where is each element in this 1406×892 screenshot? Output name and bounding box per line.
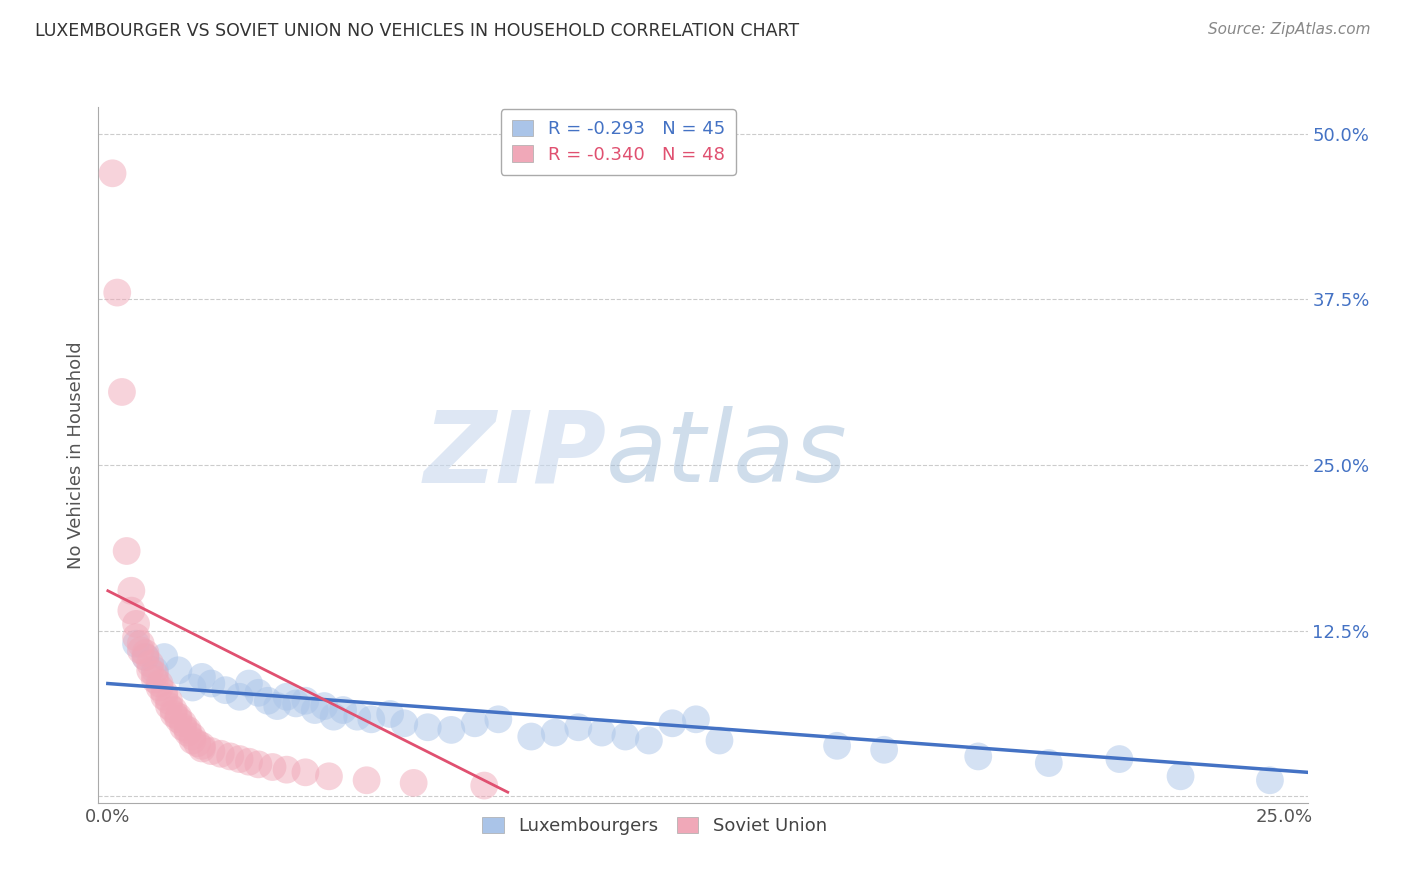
Point: [200, 744, 222, 758]
Point: [591, 725, 613, 739]
Text: LUXEMBOURGER VS SOVIET UNION NO VEHICLES IN HOUSEHOLD CORRELATION CHART: LUXEMBOURGER VS SOVIET UNION NO VEHICLES…: [35, 22, 799, 40]
Point: [177, 723, 200, 737]
Point: [416, 720, 439, 734]
Point: [167, 663, 190, 677]
Point: [186, 736, 208, 750]
Point: [129, 637, 152, 651]
Point: [440, 723, 463, 737]
Point: [153, 686, 176, 700]
Point: [125, 616, 148, 631]
Point: [266, 699, 288, 714]
Point: [101, 166, 124, 180]
Point: [167, 712, 190, 726]
Point: [346, 709, 368, 723]
Point: [172, 720, 194, 734]
Point: [825, 739, 848, 753]
Point: [115, 544, 138, 558]
Point: [143, 667, 166, 681]
Point: [247, 757, 270, 772]
Point: [153, 690, 176, 704]
Point: [967, 749, 990, 764]
Point: [149, 681, 172, 695]
Point: [157, 699, 180, 714]
Point: [464, 716, 486, 731]
Point: [111, 384, 134, 399]
Point: [378, 706, 401, 721]
Point: [356, 773, 378, 788]
Point: [191, 739, 214, 753]
Point: [209, 747, 232, 761]
Point: [228, 752, 250, 766]
Point: [177, 725, 200, 739]
Point: [294, 694, 316, 708]
Point: [520, 730, 543, 744]
Point: [105, 285, 128, 300]
Point: [1170, 769, 1192, 783]
Point: [134, 646, 156, 660]
Point: [322, 709, 344, 723]
Point: [143, 663, 166, 677]
Point: [181, 733, 204, 747]
Point: [228, 690, 250, 704]
Point: [139, 663, 162, 677]
Point: [219, 749, 242, 764]
Point: [402, 776, 425, 790]
Point: [276, 763, 298, 777]
Point: [1108, 752, 1130, 766]
Point: [134, 650, 156, 665]
Legend: Luxembourgers, Soviet Union: Luxembourgers, Soviet Union: [475, 810, 834, 842]
Point: [143, 673, 166, 687]
Point: [304, 703, 326, 717]
Point: [314, 699, 336, 714]
Point: [200, 676, 222, 690]
Point: [238, 755, 260, 769]
Point: [873, 743, 896, 757]
Point: [120, 604, 142, 618]
Point: [276, 690, 298, 704]
Text: ZIP: ZIP: [423, 407, 606, 503]
Point: [1258, 773, 1281, 788]
Point: [567, 720, 589, 734]
Point: [120, 583, 142, 598]
Point: [191, 741, 214, 756]
Point: [685, 712, 707, 726]
Point: [486, 712, 509, 726]
Point: [472, 779, 495, 793]
Point: [394, 716, 416, 731]
Point: [638, 733, 661, 747]
Point: [360, 712, 382, 726]
Point: [157, 694, 180, 708]
Point: [285, 697, 308, 711]
Point: [149, 676, 172, 690]
Point: [614, 730, 637, 744]
Point: [294, 765, 316, 780]
Point: [214, 683, 236, 698]
Point: [125, 637, 148, 651]
Point: [709, 733, 731, 747]
Point: [256, 694, 278, 708]
Point: [544, 725, 567, 739]
Point: [153, 650, 176, 665]
Text: Source: ZipAtlas.com: Source: ZipAtlas.com: [1208, 22, 1371, 37]
Point: [125, 630, 148, 644]
Point: [163, 703, 186, 717]
Point: [262, 760, 284, 774]
Text: atlas: atlas: [606, 407, 848, 503]
Point: [332, 703, 354, 717]
Point: [191, 670, 214, 684]
Point: [172, 716, 194, 731]
Point: [167, 709, 190, 723]
Point: [181, 730, 204, 744]
Point: [181, 681, 204, 695]
Point: [134, 650, 156, 665]
Point: [139, 657, 162, 671]
Point: [163, 706, 186, 721]
Point: [661, 716, 683, 731]
Point: [129, 643, 152, 657]
Point: [247, 686, 270, 700]
Point: [238, 676, 260, 690]
Y-axis label: No Vehicles in Household: No Vehicles in Household: [66, 341, 84, 569]
Point: [318, 769, 340, 783]
Point: [1038, 756, 1060, 770]
